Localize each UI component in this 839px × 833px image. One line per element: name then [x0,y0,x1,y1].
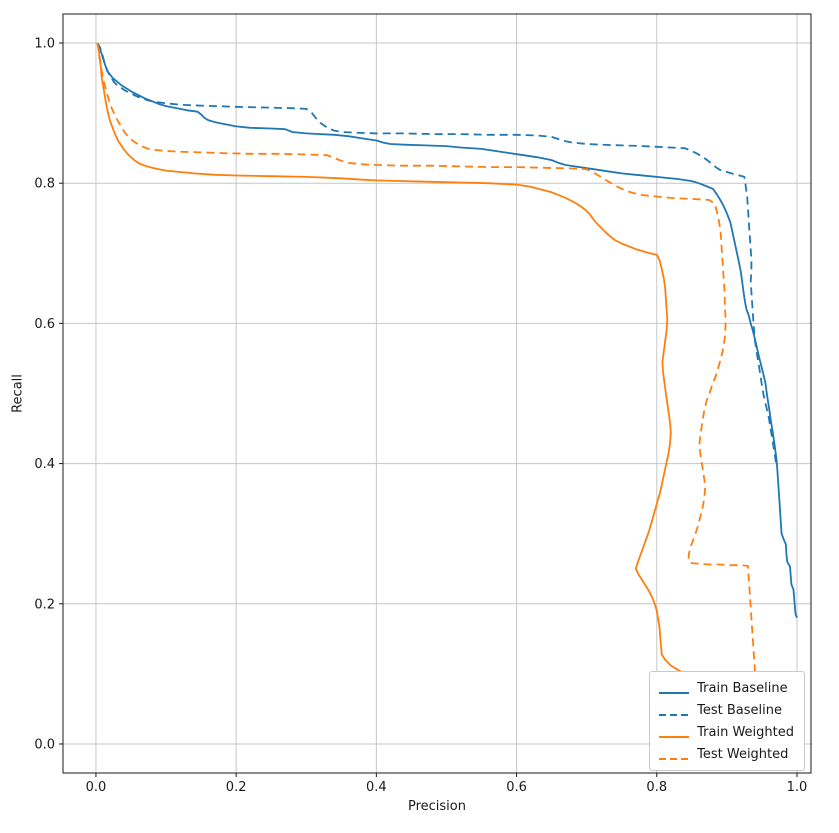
legend-item-label: Test Baseline [697,702,782,718]
x-tick-label: 0.4 [366,780,387,795]
legend-item-train-weighted: Train Weighted [659,723,794,741]
y-tick-label: 0.0 [34,737,55,752]
y-axis-label: Recall [10,374,26,413]
legend-line-sample [659,683,690,694]
x-tick-label: 0.0 [86,780,107,795]
x-tick-label: 0.2 [226,780,247,795]
series-line-train-baseline [96,42,798,619]
legend-item-test-baseline: Test Baseline [659,701,794,719]
y-tick-label: 0.8 [34,177,55,192]
y-tick-label: 0.4 [34,457,55,472]
legend-line-sample [659,705,690,716]
x-axis-label: Precision [407,799,466,814]
x-tick-label: 0.6 [506,780,527,795]
legend-item-label: Test Weighted [697,746,789,762]
series-line-train-weighted [96,42,763,731]
x-tick-label: 1.0 [787,780,808,795]
legend: Train Baseline Test Baseline Train Weigh… [649,671,805,771]
axes-spines [62,13,812,774]
y-tick-label: 1.0 [34,37,55,52]
y-tick-label: 0.2 [34,597,55,612]
legend-item-test-weighted: Test Weighted [659,745,794,763]
legend-line-sample [659,727,690,738]
legend-item-label: Train Baseline [697,680,788,696]
series-line-test-baseline [96,42,778,465]
series-line-test-weighted [96,42,765,727]
legend-item-label: Train Weighted [697,724,794,740]
legend-item-train-baseline: Train Baseline [659,679,794,697]
x-tick-label: 0.8 [646,780,667,795]
y-tick-label: 0.6 [34,317,55,332]
legend-line-sample [659,749,690,760]
